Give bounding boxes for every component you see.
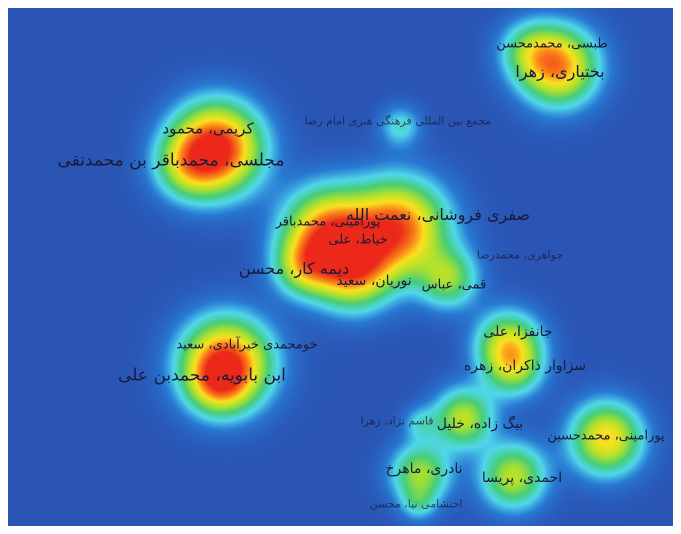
author-label-khomohammadi: خومحمدی خیرآبادی، سعید xyxy=(176,337,318,353)
author-label-pouramini-mb: پورامینی، محمدباقر xyxy=(275,214,381,230)
author-label-pouramini-mh: پورامینی، محمدحسین xyxy=(547,428,665,444)
density-heatmap xyxy=(8,8,673,526)
author-label-javaheri: جواهری، محمدرضا xyxy=(476,248,564,262)
author-label-ahmadi: احمدی، پریسا xyxy=(481,470,563,486)
author-label-ghomi: قمی، عباس xyxy=(421,277,487,293)
author-label-bakhtiari: بختیاری، زهرا xyxy=(515,62,605,81)
density-visualization: طبسی، محمدمحسن بختیاری، زهرا مجمع بین ال… xyxy=(8,8,673,526)
author-label-dimekar: دیمه کار، محسن xyxy=(238,259,350,278)
author-label-majlesi: مجلسی، محمدباقر بن محمدتقی xyxy=(57,150,285,171)
author-label-beygzadeh: بیگ زاده، خلیل xyxy=(436,416,524,432)
author-label-saghari: صفری فروشانی، نعمت الله xyxy=(345,205,531,224)
author-label-nourian: نوریان، سعید xyxy=(336,273,412,289)
author-label-naderi: نادری، ماهرخ xyxy=(385,461,463,477)
author-label-ghasemnejad: قاسم نژاد، زهرا xyxy=(360,414,434,428)
author-label-tabasi: طبسی، محمدمحسن xyxy=(496,36,608,52)
author-label-karimi: کریمی، محمود xyxy=(162,119,254,138)
author-label-majma: مجمع بین المللی فرهنگی هنری امام رضا xyxy=(304,114,492,128)
author-label-ibnbabawayh: ابن بابویه، محمدبن علی xyxy=(118,365,286,386)
author-label-sazavar: سزاوار ذاکران، زهره xyxy=(463,358,587,374)
author-label-janfaza: جانفزا، علی xyxy=(483,324,553,340)
author-label-khayyat: خیاط، علی xyxy=(328,232,388,248)
author-label-ehteshami: احتشامی نیا، محسن xyxy=(369,497,463,511)
